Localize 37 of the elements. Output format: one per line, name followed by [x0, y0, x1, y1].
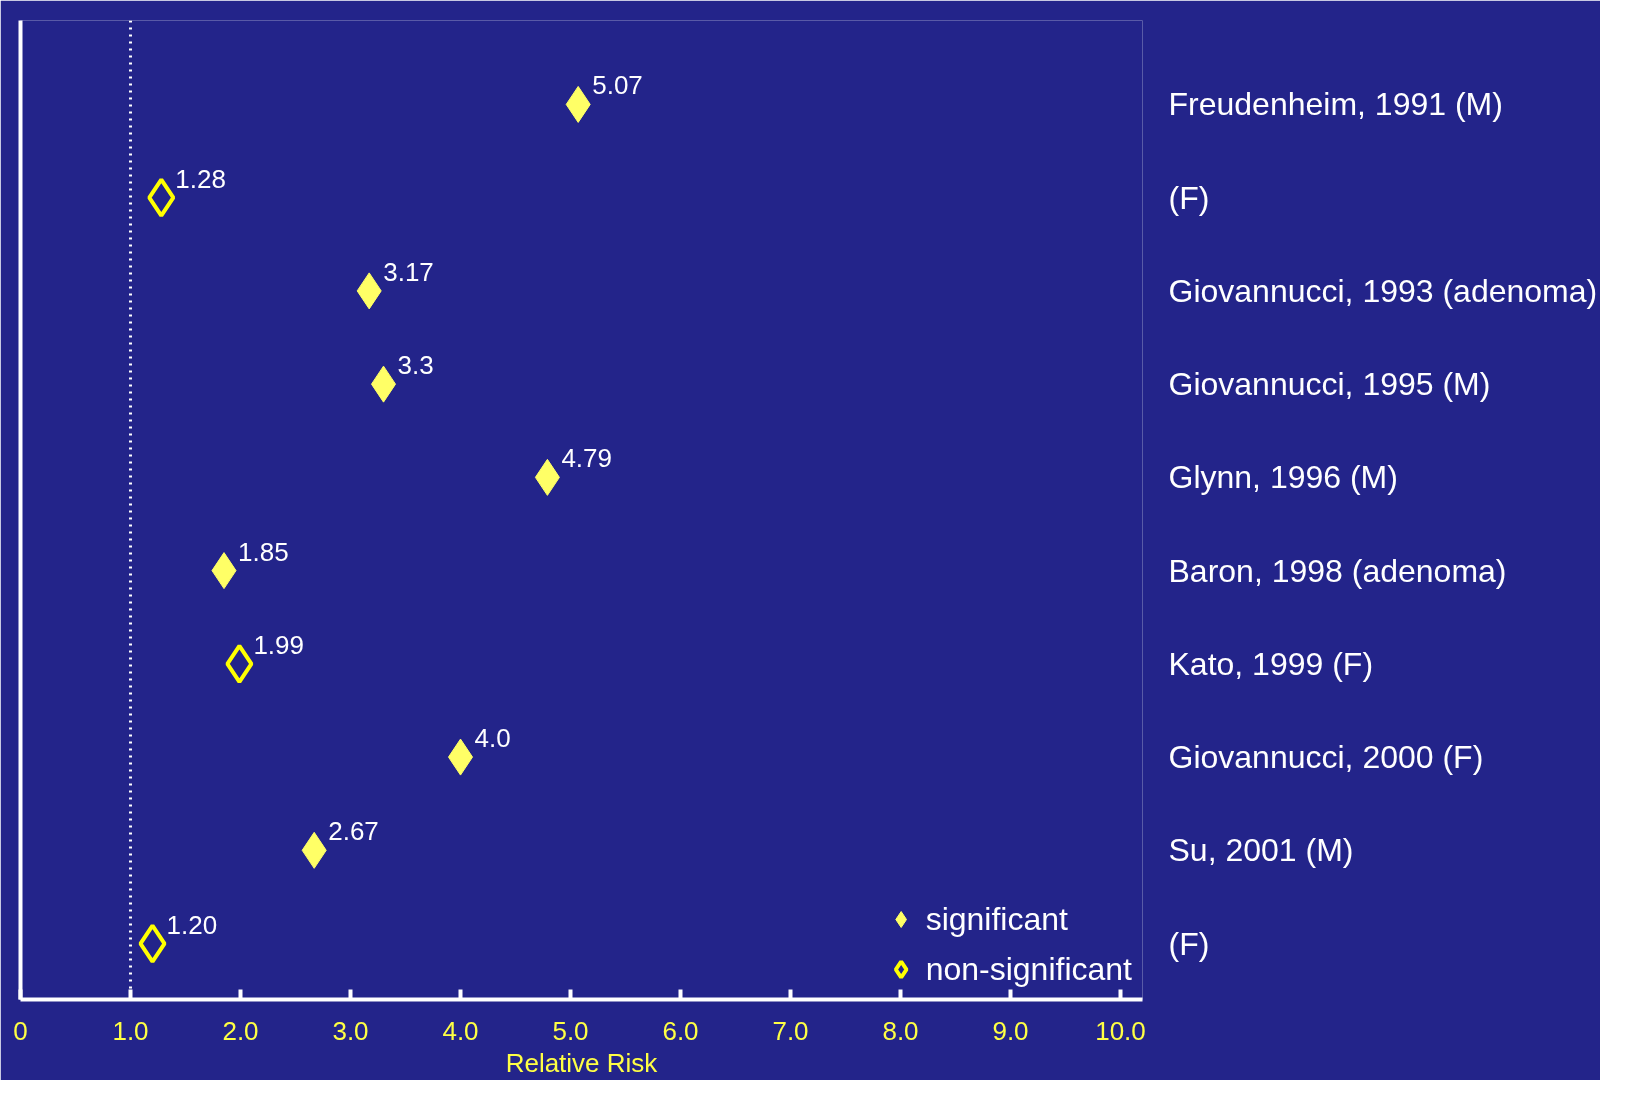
y-tick-label: Su, 2001 (M)	[1168, 832, 1354, 869]
x-tick-label: 0	[13, 1015, 28, 1046]
y-tick-label: Glynn, 1996 (M)	[1168, 459, 1398, 496]
x-tick-label: 9.0	[992, 1015, 1029, 1046]
legend-label: significant	[925, 900, 1068, 938]
y-tick-label: Freudenheim, 1991 (M)	[1168, 86, 1503, 123]
data-label: 1.28	[175, 163, 226, 194]
point	[138, 923, 167, 964]
x-tick-label: 4.0	[442, 1015, 479, 1046]
data-label: 2.67	[328, 816, 379, 847]
data-label: 4.79	[561, 443, 613, 474]
x-tick-label: 8.0	[882, 1015, 919, 1046]
data-label: 1.85	[238, 536, 289, 567]
x-tick-label: 3.0	[332, 1015, 369, 1046]
data-label: 4.0	[474, 723, 511, 754]
x-tick-label: 6.0	[662, 1015, 699, 1046]
legend-label: non-significant	[925, 950, 1132, 988]
y-tick-label: Giovannucci, 1993 (adenoma)	[1168, 272, 1598, 309]
x-tick-label: 1.0	[112, 1015, 149, 1046]
x-axis-title: Relative Risk	[505, 1047, 659, 1078]
y-tick-label: Kato, 1999 (F)	[1168, 645, 1374, 682]
y-tick-label: (F)	[1168, 925, 1210, 962]
point	[147, 177, 176, 218]
x-tick-label: 10.0	[1095, 1015, 1146, 1046]
data-label: 5.07	[592, 70, 643, 101]
data-label: 1.99	[253, 629, 305, 660]
data-label: 3.3	[397, 350, 434, 381]
x-tick-label: 2.0	[222, 1015, 259, 1046]
x-tick-label: 5.0	[552, 1015, 589, 1046]
y-tick-label: (F)	[1168, 179, 1210, 216]
point	[225, 643, 254, 684]
y-tick-label: Giovannucci, 1995 (M)	[1168, 366, 1491, 403]
data-label: 3.17	[383, 256, 434, 287]
y-tick-label: Baron, 1998 (adenoma)	[1168, 552, 1507, 589]
x-tick-label: 7.0	[772, 1015, 809, 1046]
y-tick-label: Giovannucci, 2000 (F)	[1168, 739, 1484, 776]
data-label: 1.20	[166, 909, 218, 940]
